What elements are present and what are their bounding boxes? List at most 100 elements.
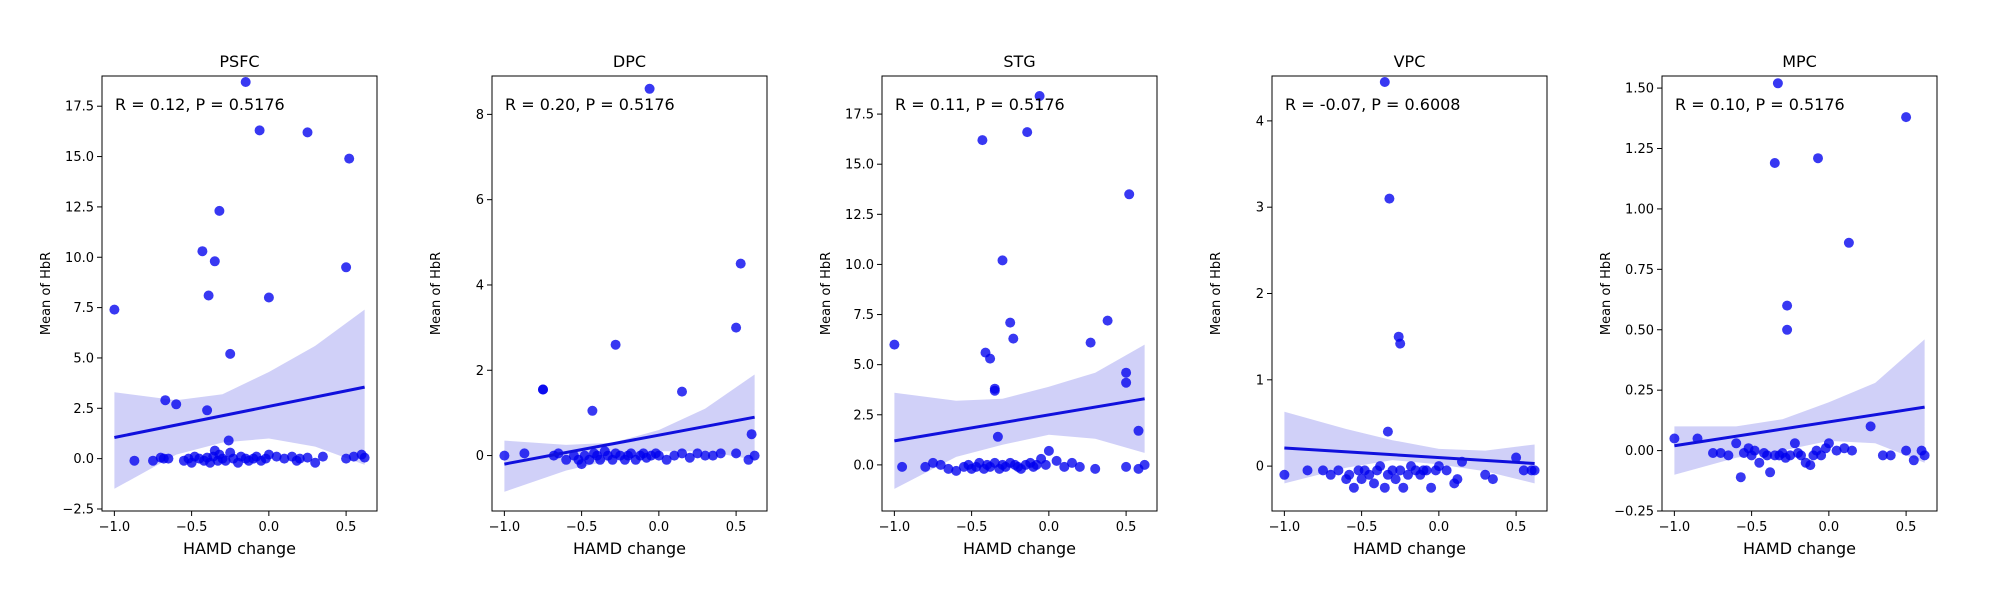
data-point [1121, 367, 1132, 378]
y-tick-label: 2.5 [853, 408, 874, 423]
panel-vpc: −1.0 −0.5 0.0 0.5 0 1 2 3 4 VPC HAMD change Mean of… [1209, 52, 1548, 558]
data-point [1040, 459, 1051, 470]
data-point [977, 135, 988, 146]
y-tick-label: 15.0 [65, 150, 94, 165]
data-point [1121, 377, 1132, 388]
x-tick-label: −0.5 [176, 520, 208, 535]
y-tick-label: 0.00 [1625, 444, 1654, 459]
data-point [519, 448, 530, 459]
stats-annotation: R = 0.11, P = 0.5176 [895, 95, 1065, 114]
data-point [348, 451, 359, 462]
data-point [1403, 469, 1413, 480]
axes-frame [101, 75, 378, 512]
panel-title: VPC [1394, 52, 1426, 71]
x-tick-label: 0.0 [1819, 520, 1840, 535]
y-tick-label: 5.0 [73, 351, 94, 366]
data-point [1379, 482, 1390, 493]
data-point [1769, 158, 1780, 168]
data-point [677, 448, 687, 459]
data-point [997, 255, 1008, 266]
data-point [731, 322, 742, 333]
data-point [1390, 474, 1401, 485]
y-axis-label: Mean of HbR [819, 252, 834, 335]
stats-annotation: R = 0.10, P = 0.5176 [1675, 95, 1845, 114]
data-point [1433, 461, 1444, 472]
data-point [1121, 461, 1132, 472]
x-tick-label: 0.5 [1506, 520, 1527, 535]
data-point [240, 77, 251, 87]
data-point [707, 450, 718, 461]
axes-frame [881, 75, 1158, 512]
x-tick-label: 0.5 [336, 520, 357, 535]
axes-frame [491, 75, 768, 512]
data-point [223, 435, 234, 446]
y-tick-label: 0 [1256, 460, 1264, 475]
x-tick-label: 0.5 [1116, 520, 1137, 535]
data-point [1805, 460, 1816, 471]
data-point [1847, 445, 1857, 456]
data-point [344, 153, 355, 164]
y-tick-label: 2 [1256, 287, 1264, 302]
data-point [1421, 465, 1432, 476]
panel-title: STG [1003, 52, 1035, 71]
data-point [1051, 455, 1062, 466]
data-point [1382, 426, 1393, 437]
data-point [1839, 443, 1850, 454]
data-point [1823, 438, 1834, 449]
x-tick-label: 0.0 [649, 520, 670, 535]
data-point [148, 455, 158, 466]
data-point [1480, 469, 1491, 480]
data-point [653, 450, 664, 461]
data-point [595, 454, 606, 465]
data-point [692, 448, 703, 459]
y-tick-label: 17.5 [65, 100, 94, 115]
x-tick-label: −1.0 [1659, 520, 1691, 535]
data-point [317, 451, 328, 462]
data-point [163, 453, 174, 464]
data-point [341, 453, 352, 464]
data-point [1901, 112, 1912, 123]
regression-line [1674, 405, 1925, 448]
data-point [203, 290, 214, 301]
data-point [1723, 450, 1734, 461]
data-point [1452, 474, 1463, 485]
data-point [1034, 91, 1045, 101]
x-tick-label: −1.0 [1269, 520, 1301, 535]
y-tick-label: 1.00 [1625, 202, 1654, 217]
data-point [610, 339, 621, 350]
data-point [985, 353, 996, 364]
data-point [279, 453, 290, 464]
panel-mpc: −1.0 −0.5 0.0 0.5 −0.25 0.00 0.25 0.50 0.75 1.00 1… [1599, 52, 1938, 558]
data-point [1529, 465, 1540, 476]
plot-area [889, 91, 1150, 489]
data-point [1901, 445, 1912, 456]
data-point [684, 452, 695, 463]
x-axis-label: HAMD change [183, 539, 296, 558]
data-point [576, 459, 587, 470]
data-point [1333, 465, 1344, 476]
x-axis-label: HAMD change [1743, 539, 1856, 558]
plot-area [109, 77, 370, 489]
data-point [109, 304, 120, 315]
y-tick-label: 5.0 [853, 358, 874, 373]
data-point [1139, 459, 1150, 470]
panel-title: MPC [1782, 52, 1817, 71]
y-tick-label: 15.0 [845, 158, 874, 173]
data-point [1067, 457, 1077, 468]
panel-title: DPC [613, 52, 646, 71]
x-tick-label: 0.5 [1896, 520, 1917, 535]
data-point [1074, 461, 1085, 472]
data-point [1518, 465, 1529, 476]
data-point [310, 457, 321, 468]
data-point [1384, 193, 1395, 204]
data-point [1085, 337, 1096, 348]
data-point [1369, 478, 1379, 489]
plot-area [499, 83, 760, 492]
data-point [1348, 482, 1359, 493]
data-point [1022, 127, 1033, 138]
data-point [1379, 77, 1390, 87]
data-point [1426, 482, 1437, 493]
data-point [263, 292, 274, 303]
data-point [1395, 465, 1406, 476]
x-tick-label: −1.0 [99, 520, 131, 535]
